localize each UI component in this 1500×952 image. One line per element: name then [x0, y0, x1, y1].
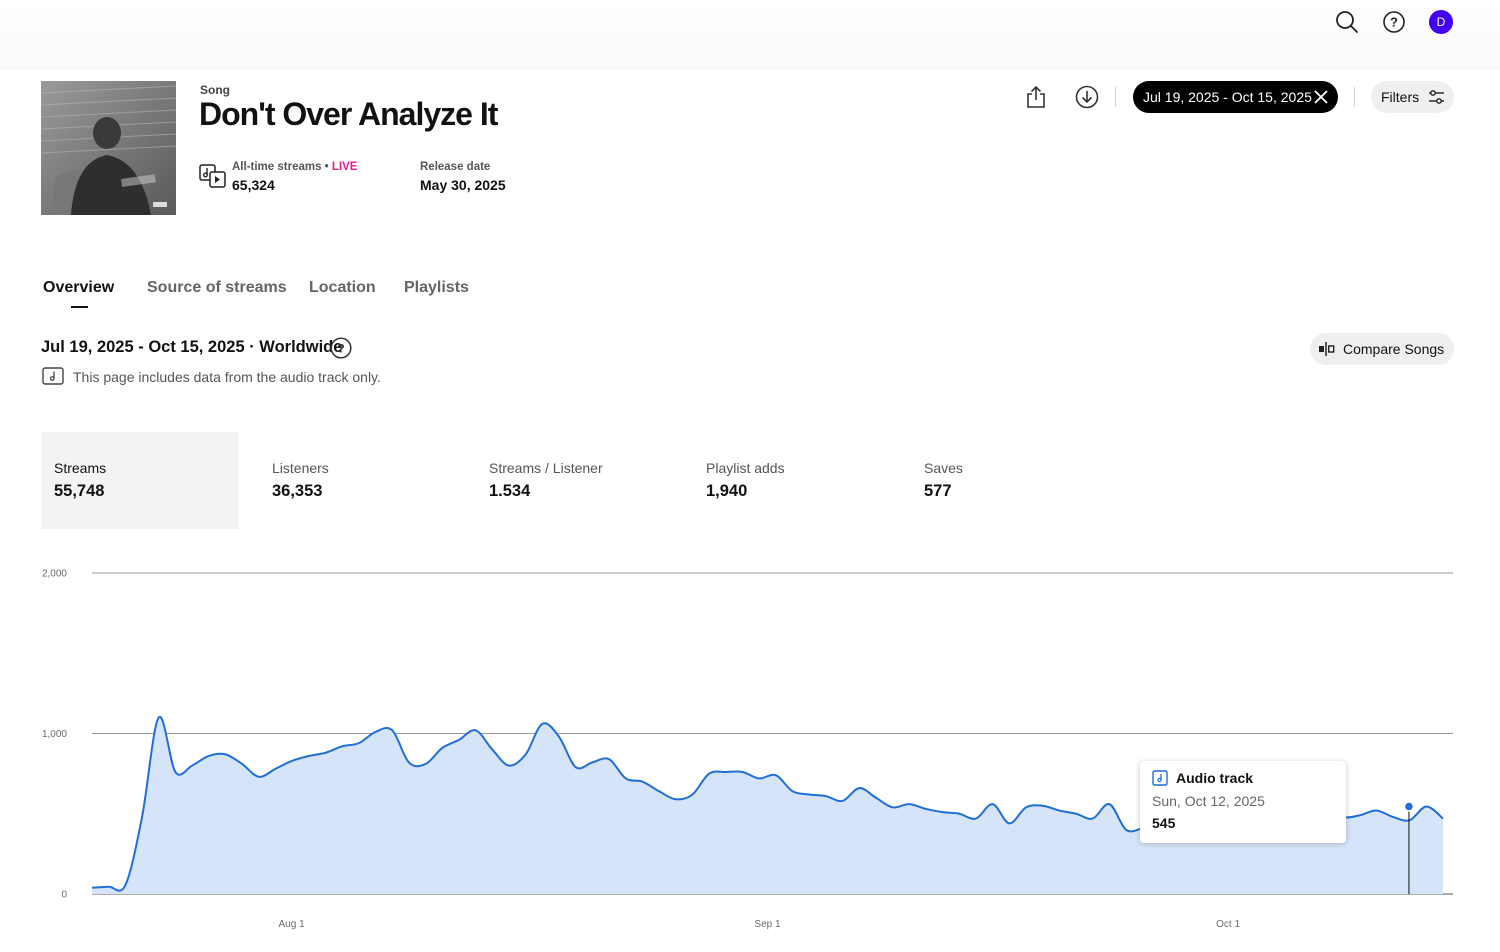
metric-label: Streams: [54, 460, 107, 476]
divider: [1115, 87, 1116, 107]
streams-icon: [199, 164, 227, 193]
metric-value: 1.534: [489, 482, 531, 500]
metric-label: Listeners: [272, 460, 329, 476]
metric-label: Playlist adds: [706, 460, 785, 476]
svg-text:?: ?: [337, 342, 344, 356]
divider: [1354, 87, 1355, 107]
song-title: Don't Over Analyze It: [199, 96, 498, 132]
release-date-value: May 30, 2025: [420, 177, 506, 193]
metric-streams-per-listener[interactable]: Streams / Listener 1.534: [476, 432, 674, 529]
avatar[interactable]: D: [1429, 10, 1453, 34]
filters-button[interactable]: Filters: [1371, 81, 1454, 113]
metric-label: Streams / Listener: [489, 460, 603, 476]
all-time-streams-value: 65,324: [232, 177, 275, 193]
hover-point: [1403, 801, 1415, 812]
close-icon[interactable]: [1313, 89, 1329, 105]
x-tick-label: Aug 1: [279, 919, 306, 930]
audio-track-icon: [42, 367, 64, 390]
search-icon[interactable]: [1333, 8, 1361, 36]
share-icon[interactable]: [1023, 84, 1049, 110]
y-tick-label: 2,000: [42, 569, 67, 580]
all-time-streams-label: All-time streams • LIVE: [232, 161, 358, 173]
metric-value: 55,748: [54, 482, 105, 500]
tooltip-value: 545: [1152, 815, 1176, 831]
compare-icon: [1319, 342, 1335, 356]
compare-songs-label: Compare Songs: [1343, 341, 1445, 357]
metric-streams[interactable]: Streams 55,748: [41, 432, 239, 529]
help-icon[interactable]: ?: [330, 337, 352, 364]
live-badge: LIVE: [331, 161, 358, 173]
release-date-label: Release date: [420, 161, 491, 173]
y-tick-label: 1,000: [42, 729, 67, 740]
data-note: This page includes data from the audio t…: [73, 369, 381, 385]
metric-label: Saves: [924, 460, 963, 476]
tab-playlists[interactable]: Playlists: [404, 279, 469, 296]
metric-value: 577: [924, 482, 952, 500]
metric-playlist-adds[interactable]: Playlist adds 1,940: [693, 432, 891, 529]
metric-value: 1,940: [706, 482, 748, 500]
section-title: Jul 19, 2025 - Oct 15, 2025 · Worldwide: [41, 338, 343, 356]
tab-location[interactable]: Location: [309, 279, 376, 296]
metric-saves[interactable]: Saves 577: [911, 432, 1109, 529]
metric-listeners[interactable]: Listeners 36,353: [259, 432, 457, 529]
tooltip-title: Audio track: [1176, 770, 1254, 786]
download-icon[interactable]: [1074, 84, 1100, 110]
chart-tooltip: Audio track Sun, Oct 12, 2025 545: [1140, 761, 1346, 843]
y-tick-label: 0: [61, 890, 67, 901]
help-icon[interactable]: ?: [1380, 8, 1408, 36]
filters-label: Filters: [1381, 89, 1420, 105]
compare-songs-button[interactable]: Compare Songs: [1310, 333, 1454, 365]
streams-chart[interactable]: 0 1,000 2,000 Aug 1 Sep 1 Oct 1: [0, 555, 1500, 945]
tooltip-date: Sun, Oct 12, 2025: [1152, 793, 1265, 809]
tab-overview[interactable]: Overview: [43, 279, 115, 296]
svg-text:?: ?: [1390, 15, 1398, 30]
metric-value: 36,353: [272, 482, 323, 500]
top-bar: ? D: [0, 0, 1500, 70]
cover-art: [41, 81, 176, 215]
sliders-icon: [1429, 90, 1444, 104]
tab-active-indicator: [71, 306, 88, 308]
x-tick-label: Sep 1: [754, 919, 781, 930]
tab-source-of-streams[interactable]: Source of streams: [147, 279, 287, 296]
song-type-label: Song: [200, 83, 230, 97]
date-range-pill[interactable]: Jul 19, 2025 - Oct 15, 2025: [1133, 81, 1338, 113]
audio-track-icon: [1152, 770, 1168, 786]
x-tick-label: Oct 1: [1216, 919, 1240, 930]
date-range-text: Jul 19, 2025 - Oct 15, 2025: [1143, 89, 1312, 105]
